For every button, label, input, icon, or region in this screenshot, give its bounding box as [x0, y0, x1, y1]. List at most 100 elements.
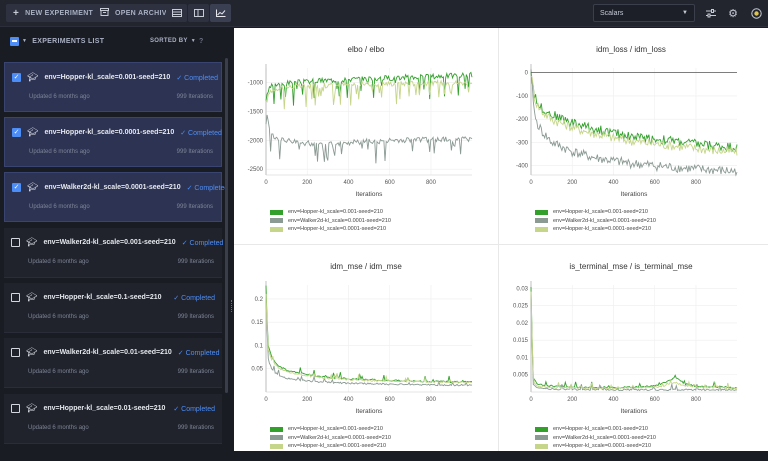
series-line [265, 293, 473, 384]
updated-time: Updated 6 months ago [28, 425, 89, 431]
experiment-row[interactable]: ✓ 🎓︎ env=Hopper-kl_scale=0.001-seed=210 ✓ C… [4, 62, 222, 112]
open-archive-button[interactable]: OPEN ARCHIVE [93, 4, 179, 22]
y-tick-label: -2500 [248, 167, 264, 173]
scalar-plot[interactable]: idm_loss / idm_loss 0 -100 -200 -300 -400 0 200… [499, 28, 763, 244]
experiment-row[interactable]: 🎓︎ env=Walker2d-kl_scale=0.001-seed=210 ✓ … [4, 228, 223, 278]
settings-sliders-button[interactable] [704, 6, 718, 20]
plot-canvas: -1000 -1500 -2000 -2500 0 200 400 600 800 Iterati… [248, 64, 473, 198]
x-tick-label: 400 [608, 397, 619, 403]
legend-swatch [535, 209, 548, 215]
sort-button[interactable]: SORTED BY ▼ [150, 38, 196, 44]
experiment-checkbox[interactable]: ✓ [12, 183, 21, 192]
caret-down-icon[interactable]: ▼ [22, 38, 28, 44]
legend-swatch [270, 443, 283, 449]
x-axis-label: Iterations [356, 408, 383, 415]
legend-item[interactable]: env=Hopper-kl_scale=0.0001-seed=210 [270, 225, 391, 234]
legend-label: env=Hopper-kl_scale=0.001-seed=210 [553, 426, 648, 433]
legend-item[interactable]: env=Walker2d-kl_scale=0.0001-seed=210 [270, 434, 391, 443]
x-tick-label: 200 [567, 180, 578, 186]
scalar-plot[interactable]: elbo / elbo -1000 -1500 -2000 -2500 0 200 400 60… [234, 28, 498, 244]
legend-label: env=Hopper-kl_scale=0.001-seed=210 [553, 209, 648, 216]
experiment-row[interactable]: ✓ 🎓︎ env=Hopper-kl_scale=0.0001-seed=210 ✓ … [4, 117, 222, 167]
caret-down-icon: ▼ [682, 10, 688, 16]
legend-item[interactable]: env=Hopper-kl_scale=0.001-seed=210 [535, 208, 656, 217]
splitter-grip[interactable] [231, 300, 233, 312]
legend-item[interactable]: env=Walker2d-kl_scale=0.0001-seed=210 [270, 217, 391, 226]
experiment-name: env=Walker2d-kl_scale=0.0001-seed=210 [44, 184, 181, 191]
legend-swatch [270, 226, 283, 232]
status-badge: ✓ Completed [177, 349, 220, 357]
divider [234, 244, 768, 245]
series-line [530, 69, 738, 177]
experiment-type-icon: 🎓︎ [27, 72, 39, 82]
legend-item[interactable]: env=Hopper-kl_scale=0.0001-seed=210 [535, 225, 656, 234]
y-tick-label: 0.025 [513, 304, 529, 310]
y-tick-label: 0.02 [516, 321, 528, 327]
experiment-checkbox[interactable] [11, 238, 20, 247]
x-tick-label: 0 [529, 397, 533, 403]
y-tick-label: 0 [525, 71, 529, 77]
legend-item[interactable]: env=Hopper-kl_scale=0.001-seed=210 [535, 425, 656, 434]
legend-item[interactable]: env=Hopper-kl_scale=0.0001-seed=210 [270, 442, 391, 451]
panel-splitter[interactable] [229, 28, 234, 451]
experiment-type-icon: 🎓︎ [27, 127, 39, 137]
view-select[interactable]: Scalars ▼ [593, 4, 695, 22]
experiment-checkbox[interactable] [11, 404, 20, 413]
y-tick-label: -300 [516, 140, 529, 146]
experiment-row[interactable]: ✓ 🎓︎ env=Walker2d-kl_scale=0.0001-seed=210… [4, 172, 228, 222]
details-view-button[interactable] [188, 4, 209, 22]
legend-item[interactable]: env=Walker2d-kl_scale=0.0001-seed=210 [535, 434, 656, 443]
x-axis-label: Iterations [621, 408, 648, 415]
experiment-type-icon: 🎓︎ [26, 292, 38, 302]
iterations-count: 999 Iterations [176, 149, 213, 155]
legend-item[interactable]: env=Hopper-kl_scale=0.0001-seed=210 [535, 442, 656, 451]
x-tick-label: 800 [691, 397, 702, 403]
plot-legend: env=Hopper-kl_scale=0.001-seed=210 env=Wa… [270, 425, 391, 451]
archive-icon [100, 7, 109, 19]
experiment-checkbox[interactable]: ✓ [12, 73, 21, 82]
legend-item[interactable]: env=Hopper-kl_scale=0.001-seed=210 [270, 425, 391, 434]
experiment-name: env=Hopper-kl_scale=0.0001-seed=210 [44, 129, 175, 136]
sliders-icon [706, 8, 716, 17]
sidebar-scrollbar[interactable] [225, 58, 228, 393]
experiment-row[interactable]: 🎓︎ env=Hopper-kl_scale=0.01-seed=210 ✓ Com… [4, 394, 222, 444]
series-line [530, 71, 738, 153]
help-icon[interactable]: ? [199, 37, 204, 45]
status-badge: ✓ Completed [186, 184, 229, 192]
experiment-checkbox[interactable]: ✓ [12, 128, 21, 137]
x-tick-label: 0 [264, 397, 268, 403]
legend-swatch [535, 426, 548, 432]
split-view-icon [193, 9, 204, 17]
experiment-checkbox[interactable] [11, 293, 20, 302]
status-badge: ✓ Completed [176, 74, 218, 82]
x-tick-label: 400 [343, 397, 354, 403]
y-tick-label: -2000 [248, 138, 264, 144]
experiment-row[interactable]: 🎓︎ env=Walker2d-kl_scale=0.01-seed=210 ✓ C… [4, 338, 222, 388]
updated-time: Updated 6 months ago [29, 204, 90, 210]
series-line [265, 71, 473, 106]
y-tick-label: -200 [516, 117, 529, 123]
experiment-checkbox[interactable] [11, 348, 20, 357]
plot-legend: env=Hopper-kl_scale=0.001-seed=210 env=Wa… [535, 425, 656, 451]
status-badge: ✓ Completed [180, 129, 222, 137]
scalar-plot[interactable]: is_terminal_mse / is_terminal_mse 0.03 0.0… [499, 245, 763, 461]
select-all-checkbox[interactable] [10, 36, 19, 46]
plus-icon: + [13, 7, 20, 19]
new-experiment-button[interactable]: + NEW EXPERIMENT [6, 4, 101, 22]
plot-title: elbo / elbo [347, 45, 385, 54]
x-tick-label: 800 [426, 180, 437, 186]
table-view-button[interactable] [166, 4, 187, 22]
settings-button[interactable]: ⚙ [726, 6, 740, 20]
series-line [265, 114, 473, 164]
experiment-row[interactable]: 🎓︎ env=Hopper-kl_scale=0.1-seed=210 ✓ Comp… [4, 283, 222, 333]
updated-time: Updated 6 months ago [29, 149, 90, 155]
legend-item[interactable]: env=Walker2d-kl_scale=0.0001-seed=210 [535, 217, 656, 226]
compare-view-button[interactable] [210, 4, 231, 22]
legend-item[interactable]: env=Hopper-kl_scale=0.001-seed=210 [270, 208, 391, 217]
divider [498, 28, 499, 451]
experiment-name: env=Hopper-kl_scale=0.001-seed=210 [44, 74, 171, 81]
plot-title: is_terminal_mse / is_terminal_mse [569, 262, 693, 271]
scalar-plot[interactable]: idm_mse / idm_mse 0.2 0.15 0.1 0.05 0 200 400 60… [234, 245, 498, 461]
y-tick-label: 0.2 [255, 297, 264, 303]
user-profile-button[interactable] [749, 6, 763, 20]
